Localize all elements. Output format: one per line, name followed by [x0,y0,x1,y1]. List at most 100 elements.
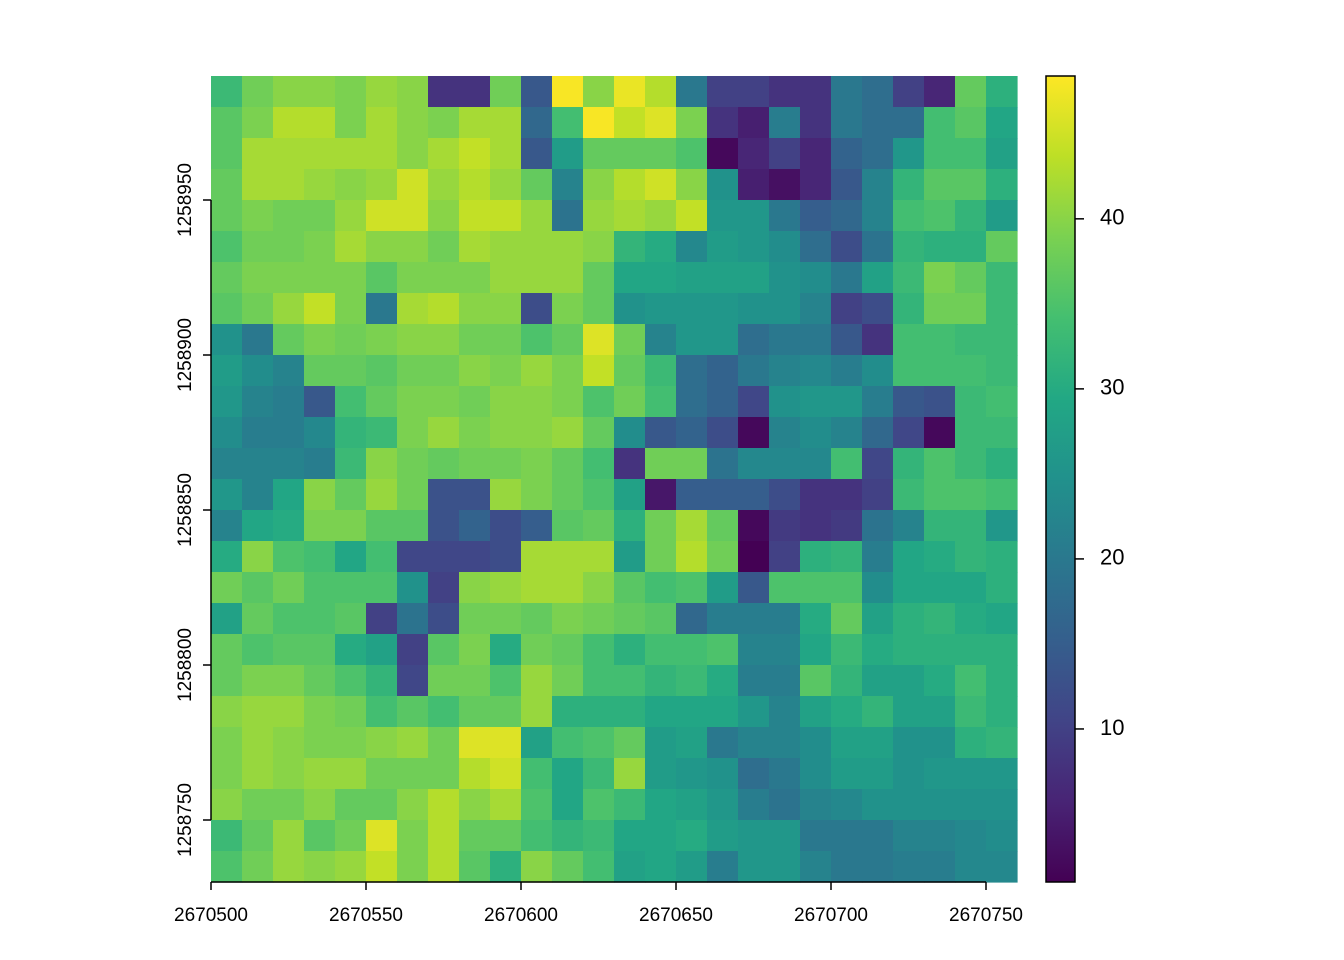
raster-cell [428,510,460,542]
raster-cell [893,479,925,511]
raster-cell [428,293,460,325]
raster-cell [893,572,925,604]
raster-cell [707,417,739,449]
raster-cell [738,448,770,480]
raster-cell [583,572,615,604]
raster-cell [459,851,491,883]
raster-cell [831,448,863,480]
raster-cell [552,820,584,852]
raster-cell [707,541,739,573]
raster-cell [335,665,367,697]
raster-cell [924,572,956,604]
raster-cell [924,138,956,170]
raster-cell [366,417,398,449]
raster-cell [521,138,553,170]
raster-cell [366,262,398,294]
raster-cell [893,355,925,387]
raster-cell [831,789,863,821]
raster-cell [831,572,863,604]
raster-cell [800,138,832,170]
raster-cell [397,76,429,108]
raster-cell [211,262,243,294]
raster-cell [614,665,646,697]
raster-cell [738,727,770,759]
raster-cell [769,851,801,883]
raster-cell [304,262,336,294]
raster-cell [335,169,367,201]
raster-cell [955,417,987,449]
raster-cell [893,324,925,356]
raster-cell [490,665,522,697]
raster-cell [242,231,274,263]
raster-cell [397,448,429,480]
raster-cell [614,603,646,635]
raster-cell [552,479,584,511]
raster-cell [800,696,832,728]
raster-cell [335,789,367,821]
raster-cell [707,448,739,480]
raster-cell [738,293,770,325]
raster-cell [924,231,956,263]
raster-cell [893,200,925,232]
raster-cell [366,758,398,790]
raster-cell [552,696,584,728]
raster-cell [490,727,522,759]
raster-cell [614,479,646,511]
raster-cell [986,448,1018,480]
raster-cell [955,231,987,263]
raster-cell [366,355,398,387]
raster-cell [676,479,708,511]
raster-cell [862,76,894,108]
raster-cell [521,355,553,387]
raster-cell [955,851,987,883]
raster-cell [428,138,460,170]
raster-cell [676,138,708,170]
raster-cell [552,572,584,604]
raster-cell [614,169,646,201]
raster-cell [614,200,646,232]
raster-cell [366,76,398,108]
raster-cell [924,510,956,542]
raster-cell [490,386,522,418]
raster-cell [769,634,801,666]
raster-cell [769,758,801,790]
raster-cell [986,541,1018,573]
raster-cell [955,479,987,511]
raster-cell [211,479,243,511]
raster-cell [366,200,398,232]
raster-cell [304,541,336,573]
raster-cell [738,479,770,511]
raster-cell [893,696,925,728]
raster-cell [614,851,646,883]
raster-cell [986,851,1018,883]
raster-cell [583,293,615,325]
raster-cell [800,510,832,542]
raster-cell [490,820,522,852]
raster-cell [273,169,305,201]
raster-cell [893,293,925,325]
raster-cell [831,665,863,697]
raster-cell [676,634,708,666]
raster-cell [521,76,553,108]
raster-cell [738,696,770,728]
raster-cell [831,355,863,387]
colorbar-tick-label: 30 [1100,375,1124,400]
raster-cell [242,851,274,883]
raster-cell [800,169,832,201]
raster-cell [862,510,894,542]
raster-cell [800,851,832,883]
raster-cell [304,510,336,542]
raster-cell [428,169,460,201]
raster-cell [490,138,522,170]
raster-cell [366,851,398,883]
raster-cell [738,820,770,852]
raster-cell [924,355,956,387]
raster-cell [893,231,925,263]
raster-cell [397,634,429,666]
raster-cell [955,386,987,418]
raster-cell [490,634,522,666]
raster-cell [645,820,677,852]
raster-cell [521,603,553,635]
raster-cell [521,417,553,449]
raster-cell [304,448,336,480]
